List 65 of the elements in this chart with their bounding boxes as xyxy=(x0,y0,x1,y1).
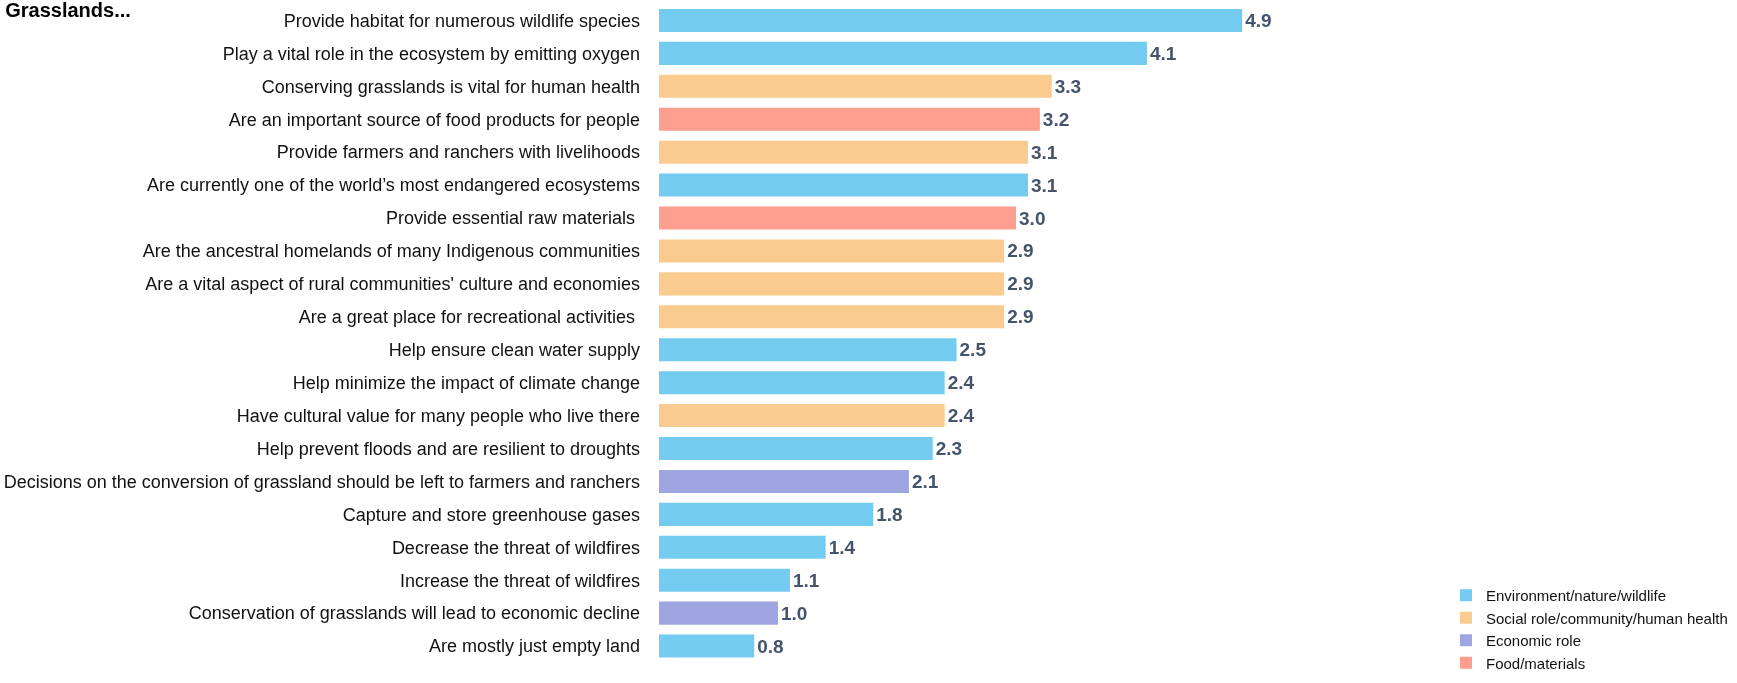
y-tick-label: Are currently one of the world’s most endangered ecosystems xyxy=(147,175,640,196)
data-label: 2.4 xyxy=(947,405,975,427)
bar xyxy=(659,502,874,526)
data-label: 4.9 xyxy=(1245,9,1272,31)
y-tick-label: Help prevent floods and are resilient to droughts xyxy=(256,438,640,459)
bar xyxy=(659,404,945,428)
bar xyxy=(659,74,1052,98)
y-tick-label: Are a vital aspect of rural communities' culture and economies xyxy=(145,274,640,295)
bar xyxy=(659,206,1017,230)
bar xyxy=(659,535,826,559)
bar xyxy=(659,436,933,461)
y-tick-label: Increase the threat of wildfires xyxy=(399,570,640,591)
bar xyxy=(659,305,1005,329)
text: Grasslands... xyxy=(5,0,131,22)
y-tick-label: Provide farmers and ranchers with livelihoods xyxy=(276,142,640,163)
bar xyxy=(659,469,909,493)
y-tick-label: Are mostly just empty land xyxy=(428,636,640,657)
bar xyxy=(659,634,755,658)
bar xyxy=(659,8,1243,32)
data-label: 1.1 xyxy=(792,569,820,591)
bar xyxy=(659,107,1040,131)
y-tick-label: Provide habitat for numerous wildlife species xyxy=(283,10,640,31)
legend-label: Food/materials xyxy=(1486,654,1586,672)
bar xyxy=(659,568,790,592)
legend-label: Environment/nature/wildlife xyxy=(1486,587,1667,605)
bar xyxy=(659,371,945,395)
bar xyxy=(659,239,1005,263)
bar xyxy=(659,41,1147,65)
bar xyxy=(659,140,1028,164)
data-label: 2.9 xyxy=(1007,273,1034,295)
y-tick-label: Are a great place for recreational activities xyxy=(298,307,640,328)
data-label: 3.3 xyxy=(1054,75,1082,97)
y-tick-label: Conservation of grasslands will lead to economic decline xyxy=(188,603,640,624)
y-tick-label: Decisions on the conversion of grassland should be left to farmers and ranchers xyxy=(3,471,640,492)
legend-label: Social role/community/human health xyxy=(1486,609,1728,627)
bar xyxy=(659,272,1005,296)
data-label: 3.1 xyxy=(1030,141,1058,163)
y-tick-label: Provide essential raw materials xyxy=(385,208,640,229)
data-label: 1.4 xyxy=(828,536,856,558)
data-label: 2.1 xyxy=(911,470,939,492)
y-tick-label: Decrease the threat of wildfires xyxy=(391,537,640,558)
y-tick-label: Have cultural value for many people who live there xyxy=(236,405,640,426)
data-label: 2.5 xyxy=(959,339,987,361)
data-label: 3.2 xyxy=(1042,108,1070,130)
y-tick-label: Capture and store greenhouse gases xyxy=(342,504,640,525)
data-label: 3.1 xyxy=(1030,174,1058,196)
bar xyxy=(659,173,1028,197)
y-tick-label: Help minimize the impact of climate change xyxy=(292,372,640,393)
data-label: 3.0 xyxy=(1019,207,1046,229)
data-label: 1.0 xyxy=(781,602,808,624)
bar xyxy=(659,601,779,625)
y-tick-label: Are an important source of food products for people xyxy=(228,109,640,130)
y-tick-label: Help ensure clean water supply xyxy=(388,340,640,361)
data-label: 2.3 xyxy=(935,438,963,460)
data-label: 2.9 xyxy=(1007,240,1034,262)
data-label: 2.9 xyxy=(1007,306,1034,328)
y-tick-label: Conserving grasslands is vital for human health xyxy=(261,76,640,97)
data-label: 2.4 xyxy=(947,372,975,394)
bar xyxy=(659,338,957,362)
data-label: 1.8 xyxy=(876,503,903,525)
y-tick-label: Are the ancestral homelands of many Indigenous communities xyxy=(142,241,640,262)
data-label: 0.8 xyxy=(757,635,784,657)
data-label: 4.1 xyxy=(1149,42,1177,64)
legend-label: Economic role xyxy=(1486,632,1582,650)
y-tick-label: Play a vital role in the ecosystem by emitting oxygen xyxy=(222,43,640,64)
